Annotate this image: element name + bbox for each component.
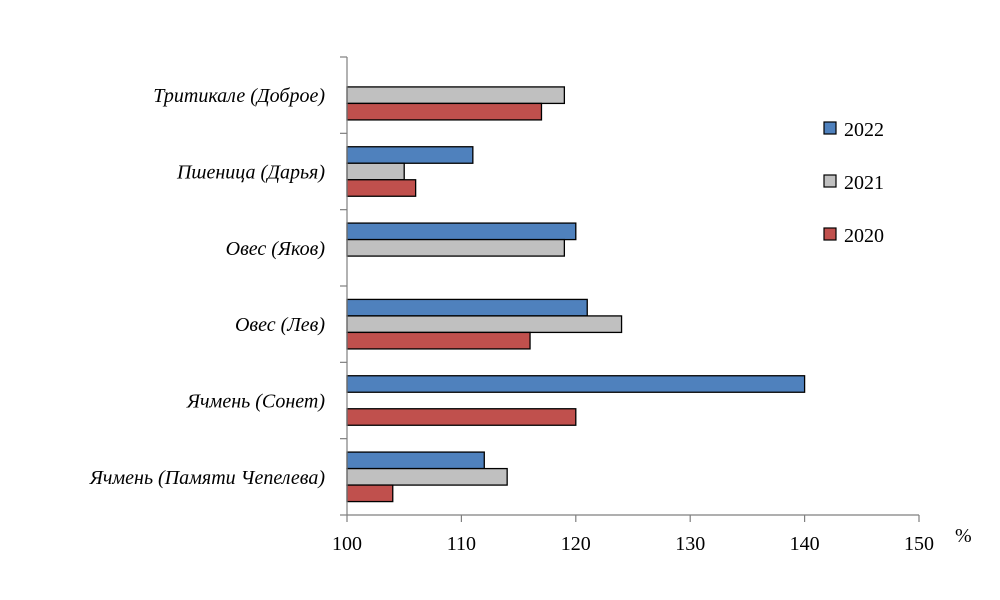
category-label: Овес (Яков) [226,238,326,260]
x-axis-unit: % [955,525,972,547]
bars-layer [346,86,806,503]
category-label: Ячмень (Памяти Чепелева) [89,467,326,489]
legend-swatch-2021 [823,174,837,188]
bar-2022-2 [346,222,577,241]
x-tick-label: 150 [904,533,934,555]
category-label: Овес (Лев) [235,314,325,336]
bar-2021-2 [346,238,566,257]
bar-2021-3 [346,315,623,334]
bar-2021-0 [346,86,566,105]
legend-label-2020: 2020 [844,225,884,247]
labels-layer: Тритикале (Доброе) Пшеница (Дарья) Овес (Я… [89,85,934,555]
bar-2022-5 [346,451,485,470]
legend-swatch-2022 [823,121,837,135]
bar-2021-1 [346,162,405,181]
bar-2021-5 [346,467,508,486]
bar-2020-4 [346,408,577,426]
x-tick-label: 120 [561,533,591,555]
legend-label-2022: 2022 [844,119,884,141]
legend: 2022 2021 2020 [823,119,884,247]
x-tick-label: 140 [790,533,820,555]
legend-label-2021: 2021 [844,172,884,194]
category-label: Тритикале (Доброе) [153,85,325,107]
bar-2022-4 [346,375,806,393]
bar-2020-1 [346,179,417,197]
category-label: Ячмень (Сонет) [186,391,325,413]
bar-2020-3 [346,331,531,350]
bar-2022-3 [346,298,588,317]
category-label: Пшеница (Дарья) [176,162,325,184]
legend-swatch-2020 [823,227,837,241]
x-tick-label: 100 [332,533,362,555]
x-tick-label: 130 [675,533,705,555]
x-tick-label: 110 [447,533,476,555]
bar-2022-1 [346,146,474,164]
axes-layer [340,56,920,522]
bar-2020-0 [346,102,543,121]
bar-2020-5 [346,484,394,503]
